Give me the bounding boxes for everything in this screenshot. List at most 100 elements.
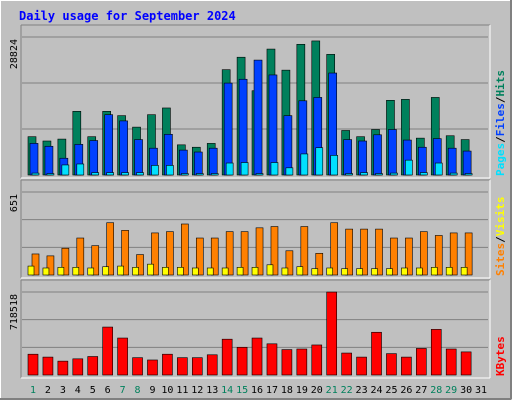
visits-bar [251,267,259,276]
visits-bar [236,267,244,276]
sites-bar [434,235,443,276]
sites-bar [420,231,428,276]
sites-bar [330,222,339,276]
visits-bar [371,268,378,276]
legend-item-kbytes: KBytes [494,336,507,376]
day-label: 3 [60,385,66,396]
sites-bar [76,237,85,276]
kbytes-bar [177,357,188,376]
sites-bar [106,222,114,276]
files-bar [253,59,263,176]
kbytes-bar [356,356,367,376]
kbytes-bar [147,359,158,376]
pages-bar [166,165,174,176]
day-label: 25 [385,385,397,396]
y-max-label: 651 [9,194,20,212]
kbytes-bar [102,326,113,376]
visits-bar [266,264,274,276]
pages-bar [181,173,189,176]
day-label: 28 [430,385,442,396]
visits-bar [356,268,363,276]
day-label: 9 [149,385,155,396]
kbytes-bar [326,291,338,376]
kbytes-bar [445,348,457,376]
sites-bar [345,228,353,276]
files-bar [208,147,218,176]
day-label: 6 [105,385,111,396]
legend-item-files: Files [494,103,507,136]
pages-bar [345,173,353,176]
pages-bar [195,173,204,176]
y-max-label: 28824 [9,39,20,69]
sites-bar [390,237,398,276]
visits-bar [326,267,334,276]
visits-bar [296,266,304,276]
kbytes-bar [42,356,54,376]
sites-bar [405,237,413,276]
visits-bar [87,267,95,276]
sites-bar [91,245,100,276]
kbytes-bar [236,346,248,376]
kbytes-bar [57,360,69,376]
legend-item-hits: Hits [494,70,507,97]
day-label: 2 [45,385,51,396]
visits-bar [57,267,65,276]
sites-bar [240,231,249,276]
kbytes-bar [251,337,263,376]
files-bar [462,150,472,176]
pages-bar [405,159,413,176]
pages-bar [121,172,129,176]
visits-bar [191,267,199,276]
legend-3: KBytes [494,336,507,376]
legend-item-visits: Visits [494,197,507,237]
visits-bar [162,267,169,276]
day-label: 21 [326,385,338,396]
pages-bar [31,172,40,176]
kbytes-bar [206,354,218,376]
sites-bar [315,253,324,276]
pages-bar [464,173,473,176]
sites-bar [255,227,264,276]
kbytes-bar [401,356,412,376]
kbytes-bar [416,348,427,376]
visits-bar [281,267,289,276]
sites-bar [61,247,70,276]
visits-bar [430,267,438,276]
sites-bar [151,232,159,276]
files-bar [418,146,427,176]
sites-bar [46,255,55,276]
kbytes-bar [296,348,308,376]
sites-bar [195,237,204,276]
pages-bar [225,162,234,176]
pages-bar [420,172,428,176]
sites-bar [225,231,234,276]
day-label: 17 [266,385,278,396]
visits-bar [206,267,214,276]
kbytes-bar [87,356,99,376]
sites-bar [181,223,189,276]
pages-bar [46,173,55,176]
day-label: 11 [176,385,188,396]
sites-bar [360,228,368,276]
visits-bar [147,263,154,276]
kbytes-bar [430,329,442,376]
legend-2: Sites/Visits [494,197,507,277]
files-bar [283,115,293,176]
files-bar [268,74,278,176]
files-bar [119,120,128,176]
kbytes-bar [311,344,323,376]
visits-bar [445,267,453,276]
sites-bar [270,226,279,276]
pages-bar [360,172,368,176]
visits-bar [221,267,229,276]
day-label: 23 [356,385,368,396]
pages-bar [300,153,309,176]
kbytes-bar [371,331,382,376]
visits-bar [386,268,393,276]
day-label: 4 [75,385,81,396]
pages-bar [106,172,114,176]
day-label: 10 [161,385,173,396]
sites-bar [285,250,294,276]
visits-bar [177,267,184,276]
sites-bar [449,232,458,276]
